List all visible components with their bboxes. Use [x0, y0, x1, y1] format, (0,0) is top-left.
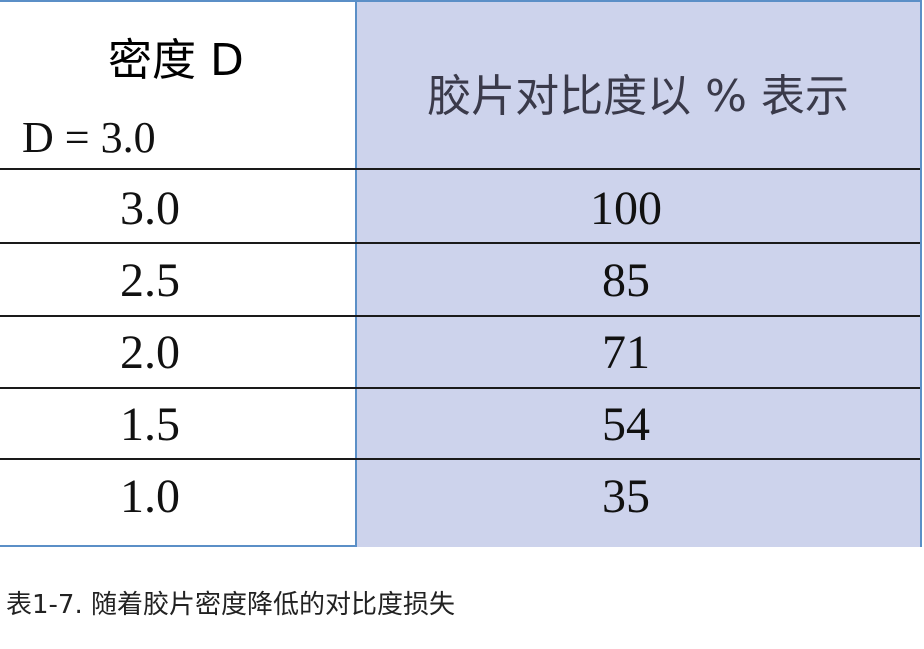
- header-density-reference: D = 3.0: [22, 113, 156, 162]
- header-contrast-title: 胶片对比度以 % 表示: [427, 71, 849, 122]
- table-cell-density: 2.5: [120, 254, 180, 307]
- table-cell-density: 2.0: [120, 326, 180, 379]
- table-cell-contrast: 54: [602, 398, 650, 451]
- column-divider: [355, 2, 357, 547]
- header-density-title: 密度 D: [108, 35, 244, 86]
- row-divider: [0, 458, 920, 460]
- row-divider: [0, 315, 920, 317]
- row-divider: [0, 387, 920, 389]
- table-caption: 表1-7. 随着胶片密度降低的对比度损失: [6, 590, 455, 620]
- row-divider: [0, 242, 920, 244]
- table-cell-density: 1.5: [120, 398, 180, 451]
- table-cell-contrast: 35: [602, 470, 650, 523]
- row-divider: [0, 168, 920, 170]
- table-cell-contrast: 85: [602, 254, 650, 307]
- table-cell-contrast: 100: [590, 182, 662, 235]
- table-cell-contrast: 71: [602, 326, 650, 379]
- table-cell-density: 1.0: [120, 470, 180, 523]
- contrast-column-background: [356, 2, 920, 547]
- table-cell-density: 3.0: [120, 182, 180, 235]
- density-contrast-table: 密度 D D = 3.0 胶片对比度以 % 表示 3.0 100 2.5 85 …: [0, 0, 922, 547]
